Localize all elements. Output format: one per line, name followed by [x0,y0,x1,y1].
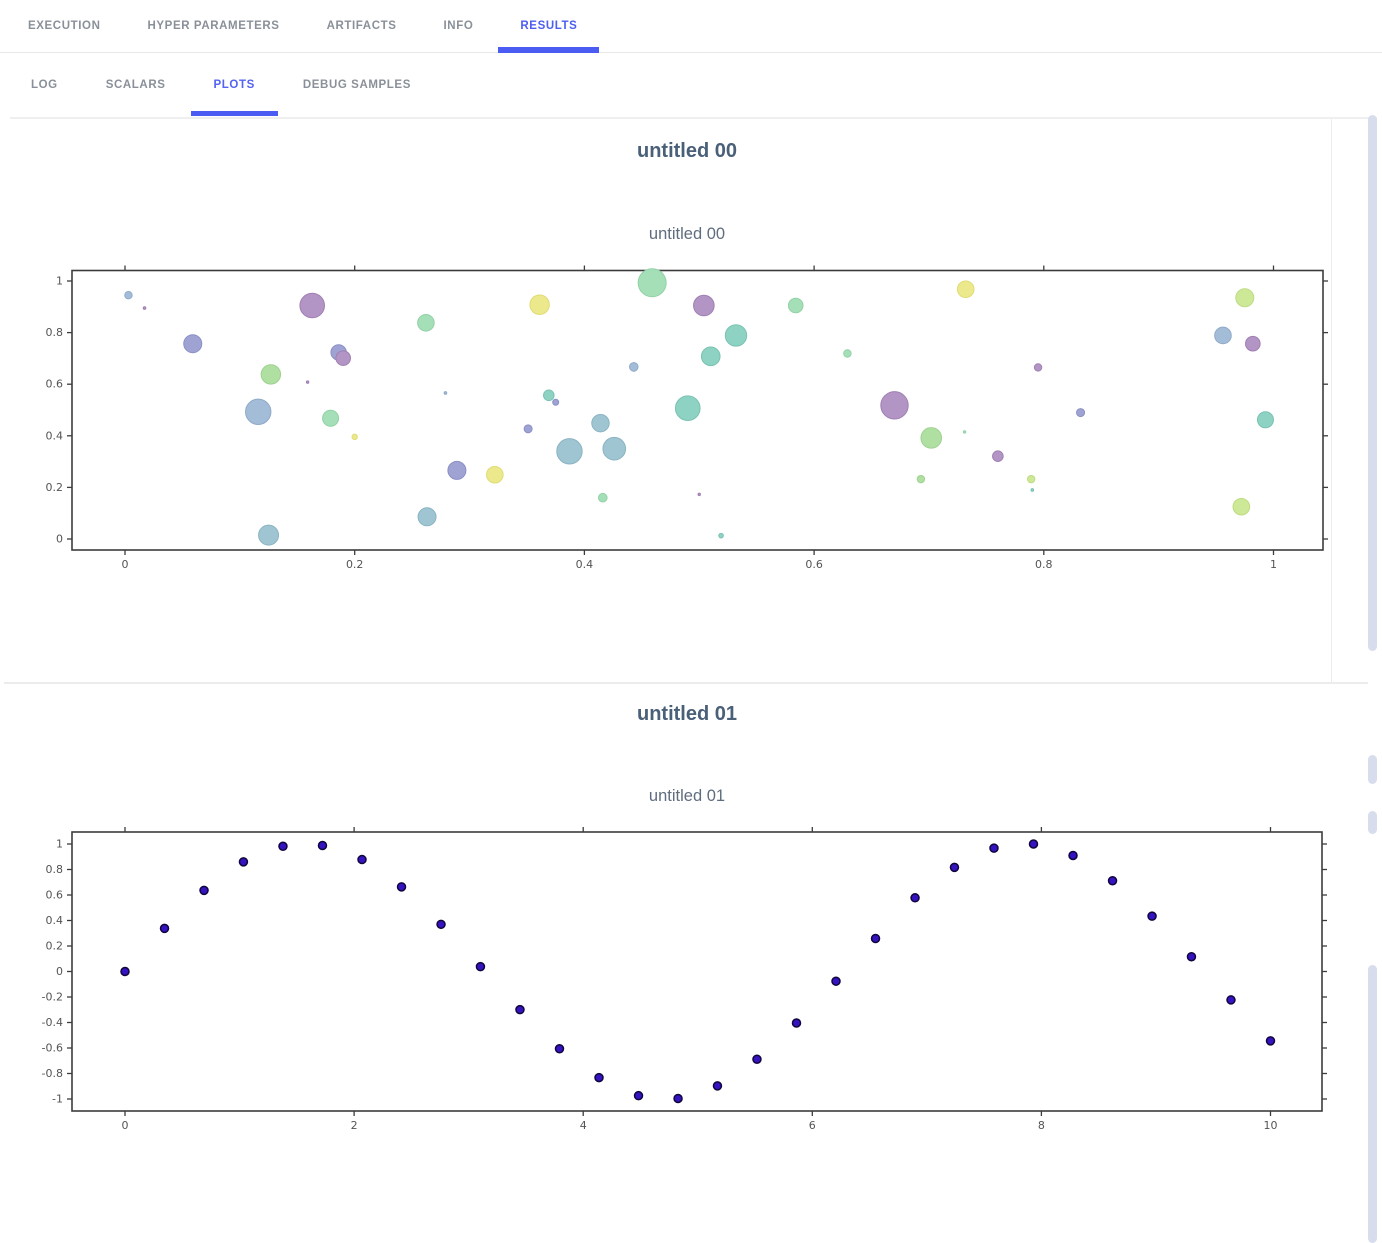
scrollbar-thumb[interactable] [1368,755,1377,784]
scrollbar-thumb[interactable] [1368,115,1377,651]
svg-text:0.2: 0.2 [46,940,64,953]
sine-scatter-chart[interactable]: 0 2 4 6 8 10 -1 -0.8 -0.6 -0.4 -0.2 0 0.2 0.4 0.6 0.8 1 [0,815,1382,1140]
tab-label: RESULTS [520,20,578,32]
svg-text:8: 8 [1038,1119,1045,1132]
svg-text:0.4: 0.4 [46,429,64,442]
scrollbar-thumb[interactable] [1368,965,1377,1243]
subtab-label: PLOTS [213,79,255,91]
tab-label: HYPER PARAMETERS [147,20,280,32]
svg-text:0.8: 0.8 [46,326,64,339]
scrollbar-thumb[interactable] [1368,811,1377,834]
tab-artifacts[interactable]: ARTIFACTS [305,0,419,53]
subtab-plots[interactable]: PLOTS [190,53,278,117]
svg-text:6: 6 [809,1119,816,1132]
tab-hyper-parameters[interactable]: HYPER PARAMETERS [126,0,302,53]
bubble-scatter-chart[interactable]: 0 0.2 0.4 0.6 0.8 1 0 0.2 0.4 0.6 0.8 1 [0,260,1382,580]
svg-text:1: 1 [56,275,63,288]
svg-text:1: 1 [1270,558,1277,571]
plot-card-untitled-00: untitled 00 untitled 00 0 0.2 0.4 0.6 0.8 1 0 0… [0,119,1382,682]
tab-execution[interactable]: EXECUTION [6,0,123,53]
svg-text:0: 0 [122,558,129,571]
plot-section-header: untitled 00 [636,140,737,162]
svg-text:0.8: 0.8 [1035,558,1053,571]
svg-text:0: 0 [122,1119,129,1132]
svg-text:-0.8: -0.8 [42,1067,63,1080]
svg-text:-0.6: -0.6 [42,1042,63,1055]
svg-text:0.2: 0.2 [46,481,64,494]
svg-text:0.4: 0.4 [576,558,594,571]
svg-text:4: 4 [580,1119,587,1132]
svg-text:-0.2: -0.2 [42,991,63,1004]
subnav-divider [10,117,1377,119]
subtab-log[interactable]: LOG [8,53,81,117]
svg-text:10: 10 [1264,1119,1278,1132]
active-tab-underline [498,46,600,53]
tab-label: ARTIFACTS [326,20,397,32]
card-right-border [1331,119,1332,683]
svg-text:0.6: 0.6 [805,558,823,571]
svg-text:0.2: 0.2 [346,558,364,571]
tab-info[interactable]: INFO [422,0,496,53]
plot-title: untitled 00 [648,225,726,243]
svg-text:0.4: 0.4 [46,914,64,927]
svg-text:1: 1 [56,838,63,851]
svg-text:0: 0 [56,965,63,978]
active-tab-underline [190,111,278,116]
subtab-debug-samples[interactable]: DEBUG SAMPLES [280,53,434,117]
results-sub-tab-bar: LOG SCALARS PLOTS DEBUG SAMPLES [0,53,1382,117]
subtab-scalars[interactable]: SCALARS [83,53,189,117]
svg-text:0.6: 0.6 [46,378,64,391]
top-tab-bar: EXECUTION HYPER PARAMETERS ARTIFACTS INFO RE… [0,0,1382,53]
svg-text:2: 2 [351,1119,358,1132]
plot-section-header: untitled 01 [636,703,737,725]
plot-card-untitled-01: untitled 01 untitled 01 0 2 4 6 8 10 -1 -0.8 -0.… [0,683,1382,1243]
card-divider [4,682,1368,684]
svg-text:0.8: 0.8 [46,863,64,876]
tab-label: EXECUTION [28,20,101,32]
tab-label: INFO [443,20,474,32]
plot-title: untitled 01 [648,787,726,805]
subtab-label: LOG [31,79,58,91]
svg-text:0: 0 [56,533,63,546]
subtab-label: DEBUG SAMPLES [302,79,411,91]
svg-text:-0.4: -0.4 [42,1016,63,1029]
svg-text:-1: -1 [52,1093,63,1106]
svg-text:0.6: 0.6 [46,889,64,902]
subtab-label: SCALARS [105,79,166,91]
tab-results[interactable]: RESULTS [498,0,600,53]
